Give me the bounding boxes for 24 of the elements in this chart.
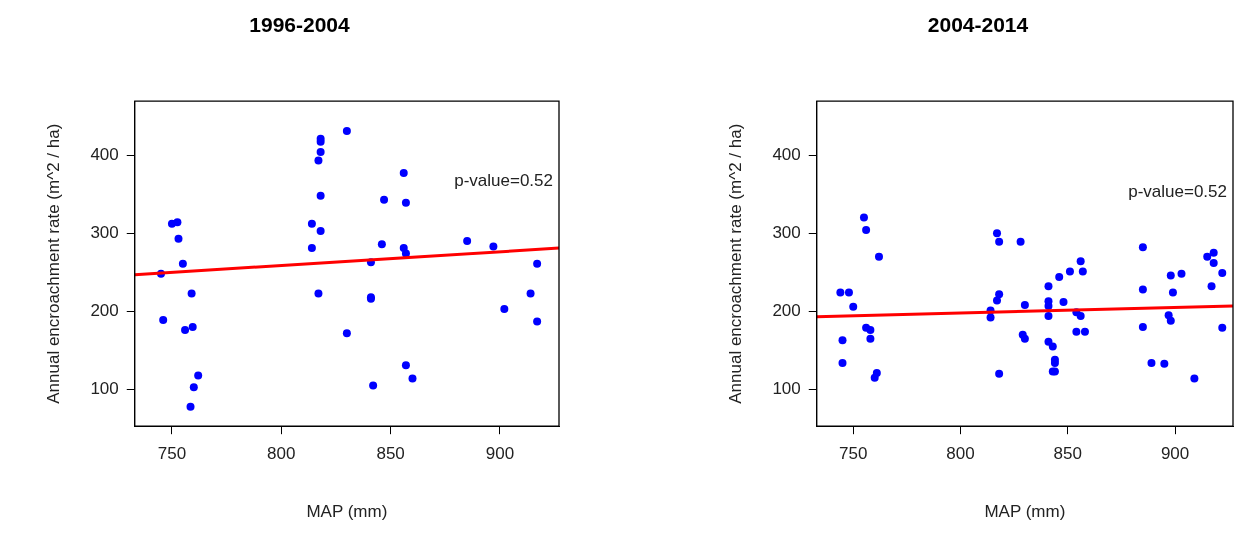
x-tick-label: 850 <box>1053 444 1082 464</box>
y-tick-label: 400 <box>772 144 801 164</box>
chart-title: 2004-2014 <box>927 13 1029 37</box>
x-tick-label: 750 <box>839 444 868 464</box>
annotation: p-value=0.52 <box>1128 181 1227 201</box>
y-tick-label: 200 <box>90 301 119 321</box>
x-tick-label: 800 <box>267 444 296 464</box>
y-tick-label: 400 <box>90 144 119 164</box>
y-axis-title: Annual encroachment rate (m^2 / ha) <box>43 123 63 404</box>
chart-title: 1996-2004 <box>249 13 351 37</box>
y-tick-label: 200 <box>772 301 801 321</box>
x-tick-label: 900 <box>1160 444 1190 464</box>
y-tick-label: 300 <box>90 222 119 242</box>
x-axis-title: MAP (mm) <box>984 502 1066 522</box>
annotation: p-value=0.52 <box>454 170 553 190</box>
y-axis-title: Annual encroachment rate (m^2 / ha) <box>725 123 745 404</box>
x-tick-label: 800 <box>946 444 975 464</box>
y-tick-label: 300 <box>772 222 801 242</box>
x-tick-label: 750 <box>157 444 187 464</box>
y-tick-label: 100 <box>90 379 119 399</box>
x-tick-label: 850 <box>376 444 405 464</box>
x-tick-label: 900 <box>485 444 515 464</box>
y-tick-label: 100 <box>772 379 801 399</box>
x-axis-title: MAP (mm) <box>306 502 388 522</box>
